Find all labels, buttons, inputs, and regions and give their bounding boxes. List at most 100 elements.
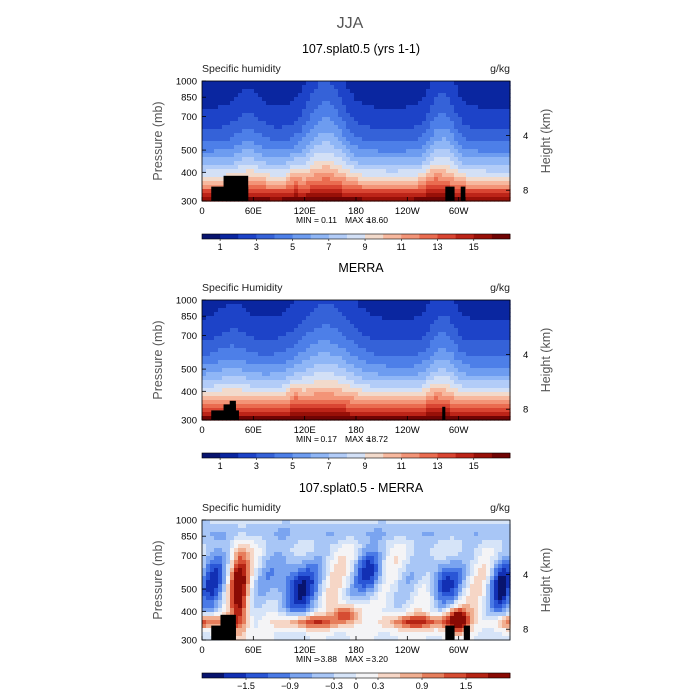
- heatmap-cell: [374, 161, 379, 166]
- heatmap-cell: [506, 320, 511, 325]
- heatmap-cell: [486, 181, 491, 186]
- heatmap-cell: [274, 193, 279, 198]
- heatmap-cell: [230, 368, 235, 373]
- heatmap-cell: [246, 356, 251, 361]
- heatmap-cell: [238, 336, 243, 341]
- heatmap-cell: [370, 344, 375, 349]
- heatmap-cell: [430, 89, 435, 94]
- heatmap-cell: [374, 181, 379, 186]
- heatmap-cell: [430, 308, 435, 313]
- heatmap-cell: [242, 121, 247, 126]
- heatmap-cell: [214, 105, 219, 110]
- heatmap-cell: [390, 412, 395, 417]
- heatmap-cell: [446, 141, 451, 146]
- heatmap-cell: [394, 173, 399, 178]
- heatmap-cell: [474, 97, 479, 102]
- heatmap-cell: [354, 81, 359, 86]
- heatmap-cell: [418, 312, 423, 317]
- heatmap-cell: [202, 113, 207, 118]
- heatmap-cell: [254, 388, 259, 393]
- heatmap-cell: [266, 97, 271, 102]
- heatmap-cell: [490, 93, 495, 98]
- heatmap-cell: [382, 400, 387, 405]
- heatmap-cell: [326, 197, 331, 202]
- heatmap-cell: [318, 376, 323, 381]
- heatmap-cell: [246, 324, 251, 329]
- heatmap-cell: [306, 412, 311, 417]
- x-tick-label: 0: [199, 425, 204, 436]
- heatmap-cell: [310, 332, 315, 337]
- heatmap-cell: [250, 384, 255, 389]
- heatmap-cell: [342, 520, 347, 525]
- heatmap-cell: [502, 185, 507, 190]
- heatmap-cell: [482, 332, 487, 337]
- heatmap-cell: [374, 141, 379, 146]
- heatmap-cell: [342, 185, 347, 190]
- heatmap-cell: [442, 312, 447, 317]
- heatmap-cell: [446, 364, 451, 369]
- heatmap-cell: [354, 161, 359, 166]
- heatmap-cell: [502, 344, 507, 349]
- heatmap-cell: [338, 408, 343, 413]
- heatmap-cell: [418, 412, 423, 417]
- heatmap-cell: [242, 89, 247, 94]
- heatmap-cell: [222, 93, 227, 98]
- heatmap-cell: [262, 524, 267, 529]
- heatmap-cell: [206, 149, 211, 154]
- heatmap-cell: [454, 524, 459, 529]
- heatmap-cell: [278, 193, 283, 198]
- heatmap-cell: [298, 400, 303, 405]
- heatmap-cell: [282, 121, 287, 126]
- heatmap-cell: [270, 145, 275, 150]
- heatmap-cell: [506, 181, 511, 186]
- heatmap-cell: [486, 392, 491, 397]
- heatmap-cell: [218, 133, 223, 138]
- heatmap-cell: [282, 524, 287, 529]
- heatmap-cell: [350, 332, 355, 337]
- heatmap-cell: [330, 181, 335, 186]
- heatmap-cell: [338, 328, 343, 333]
- heatmap-cell: [246, 121, 251, 126]
- heatmap-cell: [434, 304, 439, 309]
- heatmap-cell: [414, 528, 419, 533]
- heatmap-cell: [482, 344, 487, 349]
- heatmap-cell: [458, 344, 463, 349]
- heatmap-cell: [366, 376, 371, 381]
- heatmap-cell: [330, 412, 335, 417]
- heatmap-cell: [306, 81, 311, 86]
- heatmap-cell: [502, 109, 507, 114]
- heatmap-cell: [250, 149, 255, 154]
- heatmap-cell: [506, 185, 511, 190]
- heatmap-cell: [470, 121, 475, 126]
- heatmap-cell: [434, 312, 439, 317]
- heatmap-cell: [318, 157, 323, 162]
- heatmap-cell: [366, 416, 371, 421]
- heatmap-cell: [246, 173, 251, 178]
- heatmap-cell: [254, 520, 259, 525]
- heatmap-cell: [334, 193, 339, 198]
- heatmap-cell: [206, 89, 211, 94]
- heatmap-cell: [498, 89, 503, 94]
- heatmap-cell: [378, 304, 383, 309]
- heatmap-cell: [278, 344, 283, 349]
- heatmap-cell: [358, 368, 363, 373]
- heatmap-cell: [378, 181, 383, 186]
- heatmap-cell: [390, 161, 395, 166]
- x-tick-label: 180: [348, 425, 364, 436]
- heatmap-cell: [258, 89, 263, 94]
- heatmap-cell: [386, 177, 391, 182]
- heatmap-cell: [422, 368, 427, 373]
- heatmap-cell: [410, 348, 415, 353]
- heatmap-cell: [450, 173, 455, 178]
- heatmap-cell: [458, 129, 463, 134]
- heatmap-cell: [410, 97, 415, 102]
- heatmap-cell: [474, 320, 479, 325]
- topography-block: [445, 186, 455, 201]
- heatmap-cell: [302, 181, 307, 186]
- heatmap-cell: [266, 412, 271, 417]
- heatmap-cell: [386, 348, 391, 353]
- heatmap-cell: [434, 157, 439, 162]
- heatmap-cell: [354, 316, 359, 321]
- heatmap-cell: [394, 81, 399, 86]
- heatmap-cell: [246, 153, 251, 158]
